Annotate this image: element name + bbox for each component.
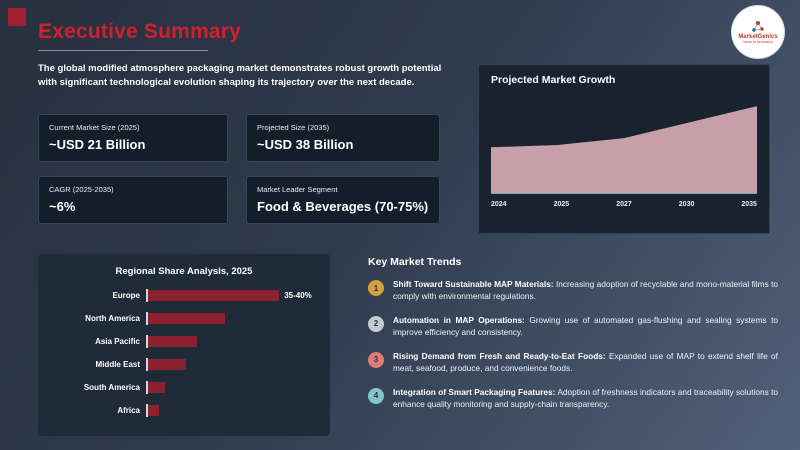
bar <box>148 336 198 347</box>
trend-item: 3 Rising Demand from Fresh and Ready-to-… <box>368 350 778 375</box>
trend-body: Adoption of freshness indicators and tra… <box>393 386 778 410</box>
trend-badge: 1 <box>368 280 384 296</box>
trend-badge: 2 <box>368 315 384 332</box>
bar-row: Africa <box>52 404 316 417</box>
stat-card-cagr: CAGR (2025-2035) ~6% <box>38 176 228 224</box>
stat-label: Current Market Size (2025) <box>49 123 140 132</box>
stat-card-leader-segment: Market Leader Segment Food & Beverages (… <box>246 176 440 224</box>
bar-track <box>146 404 316 417</box>
bar-row: South America <box>52 381 316 394</box>
bar-category-label: Middle East <box>95 360 140 369</box>
bar <box>148 313 225 324</box>
bar-category-label: South America <box>83 383 140 392</box>
x-tick: 2035 <box>741 201 757 208</box>
bar-category-label: Europe <box>112 291 140 300</box>
trend-lead: Integration of Smart Packaging Features: <box>393 386 556 397</box>
bar-category-label: Africa <box>117 406 140 415</box>
molecule-icon <box>752 20 764 32</box>
bar-track <box>146 312 316 325</box>
page-title: Executive Summary <box>38 20 242 43</box>
trend-lead: Shift Toward Sustainable MAP Materials: <box>393 279 554 289</box>
growth-area <box>491 106 757 193</box>
trend-badge: 4 <box>368 387 384 404</box>
stat-value: ~6% <box>49 199 76 214</box>
stats-grid: Current Market Size (2025) ~USD 21 Billi… <box>38 114 440 224</box>
bar-track <box>146 335 316 348</box>
trend-lead: Automation in MAP Operations: <box>393 314 525 325</box>
stat-card-current-size: Current Market Size (2025) ~USD 21 Billi… <box>38 114 228 162</box>
trend-item: 2 Automation in MAP Operations: Growing … <box>368 314 778 339</box>
key-market-trends: Key Market Trends 1 Shift Toward Sustain… <box>368 256 778 422</box>
bar-row: Europe 35-40% <box>52 289 316 302</box>
bar-category-label: North America <box>85 314 140 323</box>
logo: MarketGenics Ideas to Innovation <box>732 6 784 58</box>
growth-area-chart <box>491 106 757 194</box>
bar <box>148 382 166 393</box>
stat-value: Food & Beverages (70-75%) <box>257 199 429 214</box>
bar-value-label: 35-40% <box>284 291 312 300</box>
bar-track <box>146 381 316 394</box>
trend-lead: Rising Demand from Fresh and Ready-to-Ea… <box>393 350 606 361</box>
corner-accent <box>8 8 26 26</box>
bar-chart: Europe 35-40% North America Asia Pacific… <box>52 289 316 417</box>
regional-chart-panel: Regional Share Analysis, 2025 Europe 35-… <box>38 254 330 436</box>
regional-chart-title: Regional Share Analysis, 2025 <box>115 266 253 277</box>
bar <box>148 405 159 416</box>
logo-tagline: Ideas to Innovation <box>743 40 773 45</box>
trends-title: Key Market Trends <box>368 256 462 268</box>
trend-text: Rising Demand from Fresh and Ready-to-Ea… <box>393 350 778 375</box>
trend-body: Growing use of automated gas-flushing an… <box>393 314 778 338</box>
logo-brand: MarketGenics <box>738 33 778 40</box>
bar-track <box>146 358 316 371</box>
bar-track: 35-40% <box>146 289 316 302</box>
bar-row: Asia Pacific <box>52 335 316 348</box>
stat-value: ~USD 21 Billion <box>49 137 146 152</box>
intro-text: The global modified atmosphere packaging… <box>38 63 442 89</box>
trend-body: Expanded use of MAP to extend shelf life… <box>393 350 778 374</box>
bar <box>148 290 280 301</box>
stat-label: Market Leader Segment <box>257 185 338 194</box>
bar-row: Middle East <box>52 358 316 371</box>
x-tick: 2025 <box>553 201 570 208</box>
trend-text: Integration of Smart Packaging Features:… <box>393 386 778 411</box>
bar-row: North America <box>52 312 316 325</box>
trend-item: 4 Integration of Smart Packaging Feature… <box>368 386 778 411</box>
growth-chart-title: Projected Market Growth <box>491 74 616 86</box>
trend-badge: 3 <box>368 351 384 368</box>
x-axis-labels: 2024 2025 2027 2030 2035 <box>491 201 757 208</box>
x-tick: 2024 <box>491 201 507 208</box>
stat-label: Projected Size (2035) <box>257 123 330 132</box>
trend-text: Shift Toward Sustainable MAP Materials: … <box>393 278 778 303</box>
stat-value: ~USD 38 Billion <box>257 137 354 152</box>
bar-category-label: Asia Pacific <box>95 337 140 346</box>
trend-text: Automation in MAP Operations: Growing us… <box>393 314 778 339</box>
growth-chart-panel: Projected Market Growth 2024 2025 2027 2… <box>478 64 770 234</box>
stat-label: CAGR (2025-2035) <box>49 185 114 194</box>
trend-item: 1 Shift Toward Sustainable MAP Materials… <box>368 278 778 303</box>
stat-card-projected-size: Projected Size (2035) ~USD 38 Billion <box>246 114 440 162</box>
x-tick: 2030 <box>678 201 695 208</box>
bar <box>148 359 187 370</box>
title-underline <box>38 50 208 51</box>
trend-body: Increasing adoption of recyclable and mo… <box>393 279 778 302</box>
x-tick: 2027 <box>616 201 632 208</box>
